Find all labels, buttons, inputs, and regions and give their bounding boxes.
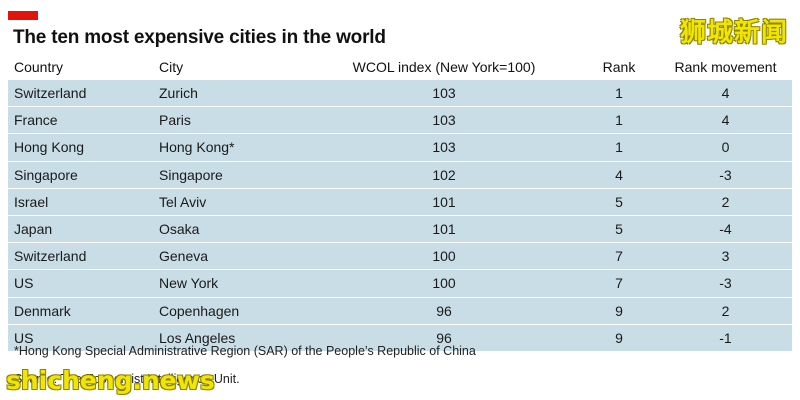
cell-city: Osaka: [159, 214, 309, 243]
footnote: *Hong Kong Special Administrative Region…: [14, 344, 476, 358]
cell-rank: 1: [579, 106, 659, 134]
cell-city: New York: [159, 269, 309, 297]
cell-country: Singapore: [8, 160, 159, 189]
cell-rank-movement: -3: [659, 269, 792, 297]
table-row: Japan Osaka 101 5 -4: [8, 214, 792, 243]
cell-country: Japan: [8, 214, 159, 243]
cell-rank-movement: 3: [659, 242, 792, 270]
column-header-rank-movement: Rank movement: [674, 58, 777, 75]
cell-country: Hong Kong: [8, 133, 159, 162]
cell-rank-movement: 0: [659, 133, 792, 162]
table-row: France Paris 103 1 4: [8, 106, 792, 134]
table-row: Switzerland Geneva 100 7 3: [8, 242, 792, 270]
table-title: The ten most expensive cities in the wor…: [13, 27, 386, 48]
cell-index: 96: [309, 323, 579, 351]
cell-rank: 9: [579, 296, 659, 325]
cell-index: 102: [309, 160, 579, 189]
column-header-rank: Rank: [602, 58, 636, 75]
cell-city: Hong Kong*: [159, 133, 309, 162]
column-header-country: Country: [14, 58, 64, 75]
table-row: Denmark Copenhagen 96 9 2: [8, 296, 792, 325]
cell-country: Switzerland: [8, 242, 159, 270]
cell-country: US: [8, 269, 159, 297]
cell-rank: 7: [579, 242, 659, 270]
cell-rank: 4: [579, 160, 659, 189]
cell-rank-movement: 4: [659, 78, 792, 107]
cell-city: Geneva: [159, 242, 309, 270]
cell-city: Copenhagen: [159, 296, 309, 325]
cell-index: 96: [309, 296, 579, 325]
cell-country: Israel: [8, 187, 159, 216]
table-row: Israel Tel Aviv 101 5 2: [8, 187, 792, 216]
cell-rank-movement: -1: [659, 323, 792, 351]
table-row: US Los Angeles 96 9 -1: [8, 323, 792, 351]
cell-index: 101: [309, 214, 579, 243]
cell-index: 101: [309, 187, 579, 216]
column-header-city: City: [159, 58, 184, 75]
table-row: Hong Kong Hong Kong* 103 1 0: [8, 133, 792, 162]
cell-city: Los Angeles: [159, 323, 309, 351]
cell-country: US: [8, 323, 159, 351]
cell-city: Paris: [159, 106, 309, 134]
table-header-row: Country City WCOL index (New York=100) R…: [8, 54, 792, 80]
cell-index: 103: [309, 106, 579, 134]
cell-rank-movement: 2: [659, 187, 792, 216]
cities-table: Country City WCOL index (New York=100) R…: [8, 54, 792, 351]
cell-country: Denmark: [8, 296, 159, 325]
cell-rank-movement: -3: [659, 160, 792, 189]
cell-index: 103: [309, 133, 579, 162]
cell-index: 100: [309, 242, 579, 270]
cell-country: France: [8, 106, 159, 134]
cell-city: Singapore: [159, 160, 309, 189]
brand-red-bar: [8, 11, 38, 20]
column-header-wcol-index: WCOL index (New York=100): [352, 58, 536, 75]
cell-index: 100: [309, 269, 579, 297]
watermark-bottom: shicheng.news: [6, 366, 215, 395]
cell-rank: 5: [579, 214, 659, 243]
cell-rank-movement: -4: [659, 214, 792, 243]
cell-rank: 5: [579, 187, 659, 216]
cell-city: Tel Aviv: [159, 187, 309, 216]
table-row: Singapore Singapore 102 4 -3: [8, 160, 792, 189]
cell-rank: 7: [579, 269, 659, 297]
cell-country: Switzerland: [8, 78, 159, 107]
table-row: US New York 100 7 -3: [8, 269, 792, 297]
cell-city: Zurich: [159, 78, 309, 107]
cell-rank-movement: 2: [659, 296, 792, 325]
cell-rank: 1: [579, 133, 659, 162]
watermark-top: 狮城新闻: [679, 18, 788, 48]
cell-rank: 1: [579, 78, 659, 107]
cell-index: 103: [309, 78, 579, 107]
source-note: Source: The Economist Intelligence Unit.: [14, 372, 240, 386]
cell-rank: 9: [579, 323, 659, 351]
cell-rank-movement: 4: [659, 106, 792, 134]
table-row: Switzerland Zurich 103 1 4: [8, 78, 792, 107]
